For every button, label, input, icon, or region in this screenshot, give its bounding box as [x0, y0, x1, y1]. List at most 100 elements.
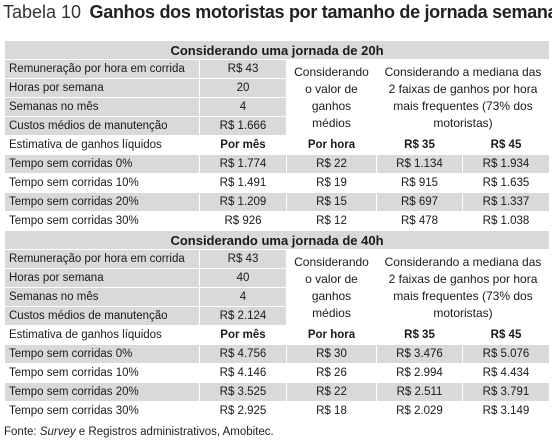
column-header: Por mês	[199, 325, 287, 345]
param-label: Custos médios de manutenção	[4, 116, 200, 136]
param-row: Semanas no mês 4	[4, 287, 550, 307]
param-value: 20	[199, 78, 287, 98]
row-label: Tempo sem corridas 0%	[4, 344, 200, 364]
row-label: Tempo sem corridas 10%	[4, 363, 200, 383]
cell: R$ 1.934	[462, 154, 550, 174]
row-label: Tempo sem corridas 0%	[4, 154, 200, 174]
table-row: Tempo sem corridas 10% R$ 4.146 R$ 26 R$…	[4, 363, 550, 383]
cell: R$ 22	[286, 154, 377, 174]
cell: R$ 3.149	[462, 401, 550, 421]
param-row: Remuneração por hora em corrida R$ 43 Co…	[4, 249, 550, 326]
param-label: Horas por semana	[4, 268, 200, 288]
cell: R$ 22	[286, 382, 377, 402]
param-label: Remuneração por hora em corrida	[4, 59, 200, 79]
cell: R$ 12	[286, 211, 377, 231]
cell: R$ 1.209	[199, 192, 287, 212]
param-value: R$ 43	[199, 59, 287, 79]
section-heading-row: Considerando uma jornada de 20h	[4, 40, 550, 60]
table-title: Tabela 10 Ganhos dos motoristas por tama…	[3, 2, 552, 28]
cell: R$ 1.491	[199, 173, 287, 193]
param-row: Remuneração por hora em corrida R$ 43 Co…	[4, 59, 550, 136]
cell: R$ 2.029	[376, 401, 463, 421]
column-header-label: Estimativa de ganhos líquidos	[4, 135, 200, 155]
param-value: 40	[199, 268, 287, 288]
column-header-row: Estimativa de ganhos líquidos Por mês Po…	[4, 135, 550, 155]
source-suffix: e Registros administrativos, Amobitec.	[75, 426, 274, 438]
cell: R$ 4.146	[199, 363, 287, 383]
avg-note: Considerando o valor de ganhos médios	[286, 249, 377, 326]
cell: R$ 3.525	[199, 382, 287, 402]
cell: R$ 1.337	[462, 192, 550, 212]
table-row: Tempo sem corridas 0% R$ 4.756 R$ 30 R$ …	[4, 344, 550, 364]
param-value: R$ 43	[199, 249, 287, 269]
param-value: R$ 1.666	[199, 116, 287, 136]
row-label: Tempo sem corridas 20%	[4, 192, 200, 212]
cell: R$ 2.925	[199, 401, 287, 421]
column-header: Por mês	[199, 135, 287, 155]
cell: R$ 5.076	[462, 344, 550, 364]
column-header: R$ 35	[376, 135, 463, 155]
cell: R$ 1.635	[462, 173, 550, 193]
cell: R$ 2.994	[376, 363, 463, 383]
cell: R$ 18	[286, 401, 377, 421]
cell: R$ 19	[286, 173, 377, 193]
cell: R$ 697	[376, 192, 463, 212]
source-note: Fonte: Survey e Registros administrativo…	[4, 426, 274, 438]
table-row: Tempo sem corridas 30% R$ 2.925 R$ 18 R$…	[4, 401, 550, 421]
param-row: Custos médios de manutenção R$ 2.124	[4, 306, 550, 326]
section-heading: Considerando uma jornada de 40h	[4, 230, 550, 250]
table-row: Tempo sem corridas 0% R$ 1.774 R$ 22 R$ …	[4, 154, 550, 174]
param-row: Horas por semana 20	[4, 78, 550, 98]
param-label: Semanas no mês	[4, 287, 200, 307]
source-italic: Survey	[39, 426, 76, 438]
row-label: Tempo sem corridas 20%	[4, 382, 200, 402]
param-label: Horas por semana	[4, 78, 200, 98]
cell: R$ 478	[376, 211, 463, 231]
column-header: Por hora	[286, 135, 377, 155]
param-value: R$ 2.124	[199, 306, 287, 326]
param-label: Remuneração por hora em corrida	[4, 249, 200, 269]
cell: R$ 2.511	[376, 382, 463, 402]
cell: R$ 3.791	[462, 382, 550, 402]
avg-note: Considerando o valor de ganhos médios	[286, 59, 377, 136]
section-heading-row: Considerando uma jornada de 40h	[4, 230, 550, 250]
median-note: Considerando a mediana das 2 faixas de g…	[376, 59, 550, 136]
cell: R$ 926	[199, 211, 287, 231]
cell: R$ 3.476	[376, 344, 463, 364]
row-label: Tempo sem corridas 30%	[4, 401, 200, 421]
cell: R$ 4.434	[462, 363, 550, 383]
table-row: Tempo sem corridas 30% R$ 926 R$ 12 R$ 4…	[4, 211, 550, 231]
table-number: Tabela 10	[3, 2, 82, 22]
table-heading: Ganhos dos motoristas por tamanho de jor…	[89, 2, 552, 22]
column-header: R$ 45	[462, 135, 550, 155]
column-header-label: Estimativa de ganhos líquidos	[4, 325, 200, 345]
row-label: Tempo sem corridas 30%	[4, 211, 200, 231]
row-label: Tempo sem corridas 10%	[4, 173, 200, 193]
cell: R$ 1.774	[199, 154, 287, 174]
median-note: Considerando a mediana das 2 faixas de g…	[376, 249, 550, 326]
param-value: 4	[199, 287, 287, 307]
table-row: Tempo sem corridas 10% R$ 1.491 R$ 19 R$…	[4, 173, 550, 193]
cell: R$ 1.038	[462, 211, 550, 231]
earnings-table: Considerando uma jornada de 20h Remunera…	[4, 40, 550, 421]
table-row: Tempo sem corridas 20% R$ 3.525 R$ 22 R$…	[4, 382, 550, 402]
column-header: R$ 45	[462, 325, 550, 345]
column-header-row: Estimativa de ganhos líquidos Por mês Po…	[4, 325, 550, 345]
param-value: 4	[199, 97, 287, 117]
section-heading: Considerando uma jornada de 20h	[4, 40, 550, 60]
column-header: Por hora	[286, 325, 377, 345]
source-prefix: Fonte:	[4, 426, 40, 438]
param-row: Horas por semana 40	[4, 268, 550, 288]
column-header: R$ 35	[376, 325, 463, 345]
param-label: Custos médios de manutenção	[4, 306, 200, 326]
cell: R$ 1.134	[376, 154, 463, 174]
cell: R$ 4.756	[199, 344, 287, 364]
cell: R$ 15	[286, 192, 377, 212]
cell: R$ 26	[286, 363, 377, 383]
cell: R$ 30	[286, 344, 377, 364]
table-row: Tempo sem corridas 20% R$ 1.209 R$ 15 R$…	[4, 192, 550, 212]
param-row: Custos médios de manutenção R$ 1.666	[4, 116, 550, 136]
param-label: Semanas no mês	[4, 97, 200, 117]
cell: R$ 915	[376, 173, 463, 193]
param-row: Semanas no mês 4	[4, 97, 550, 117]
